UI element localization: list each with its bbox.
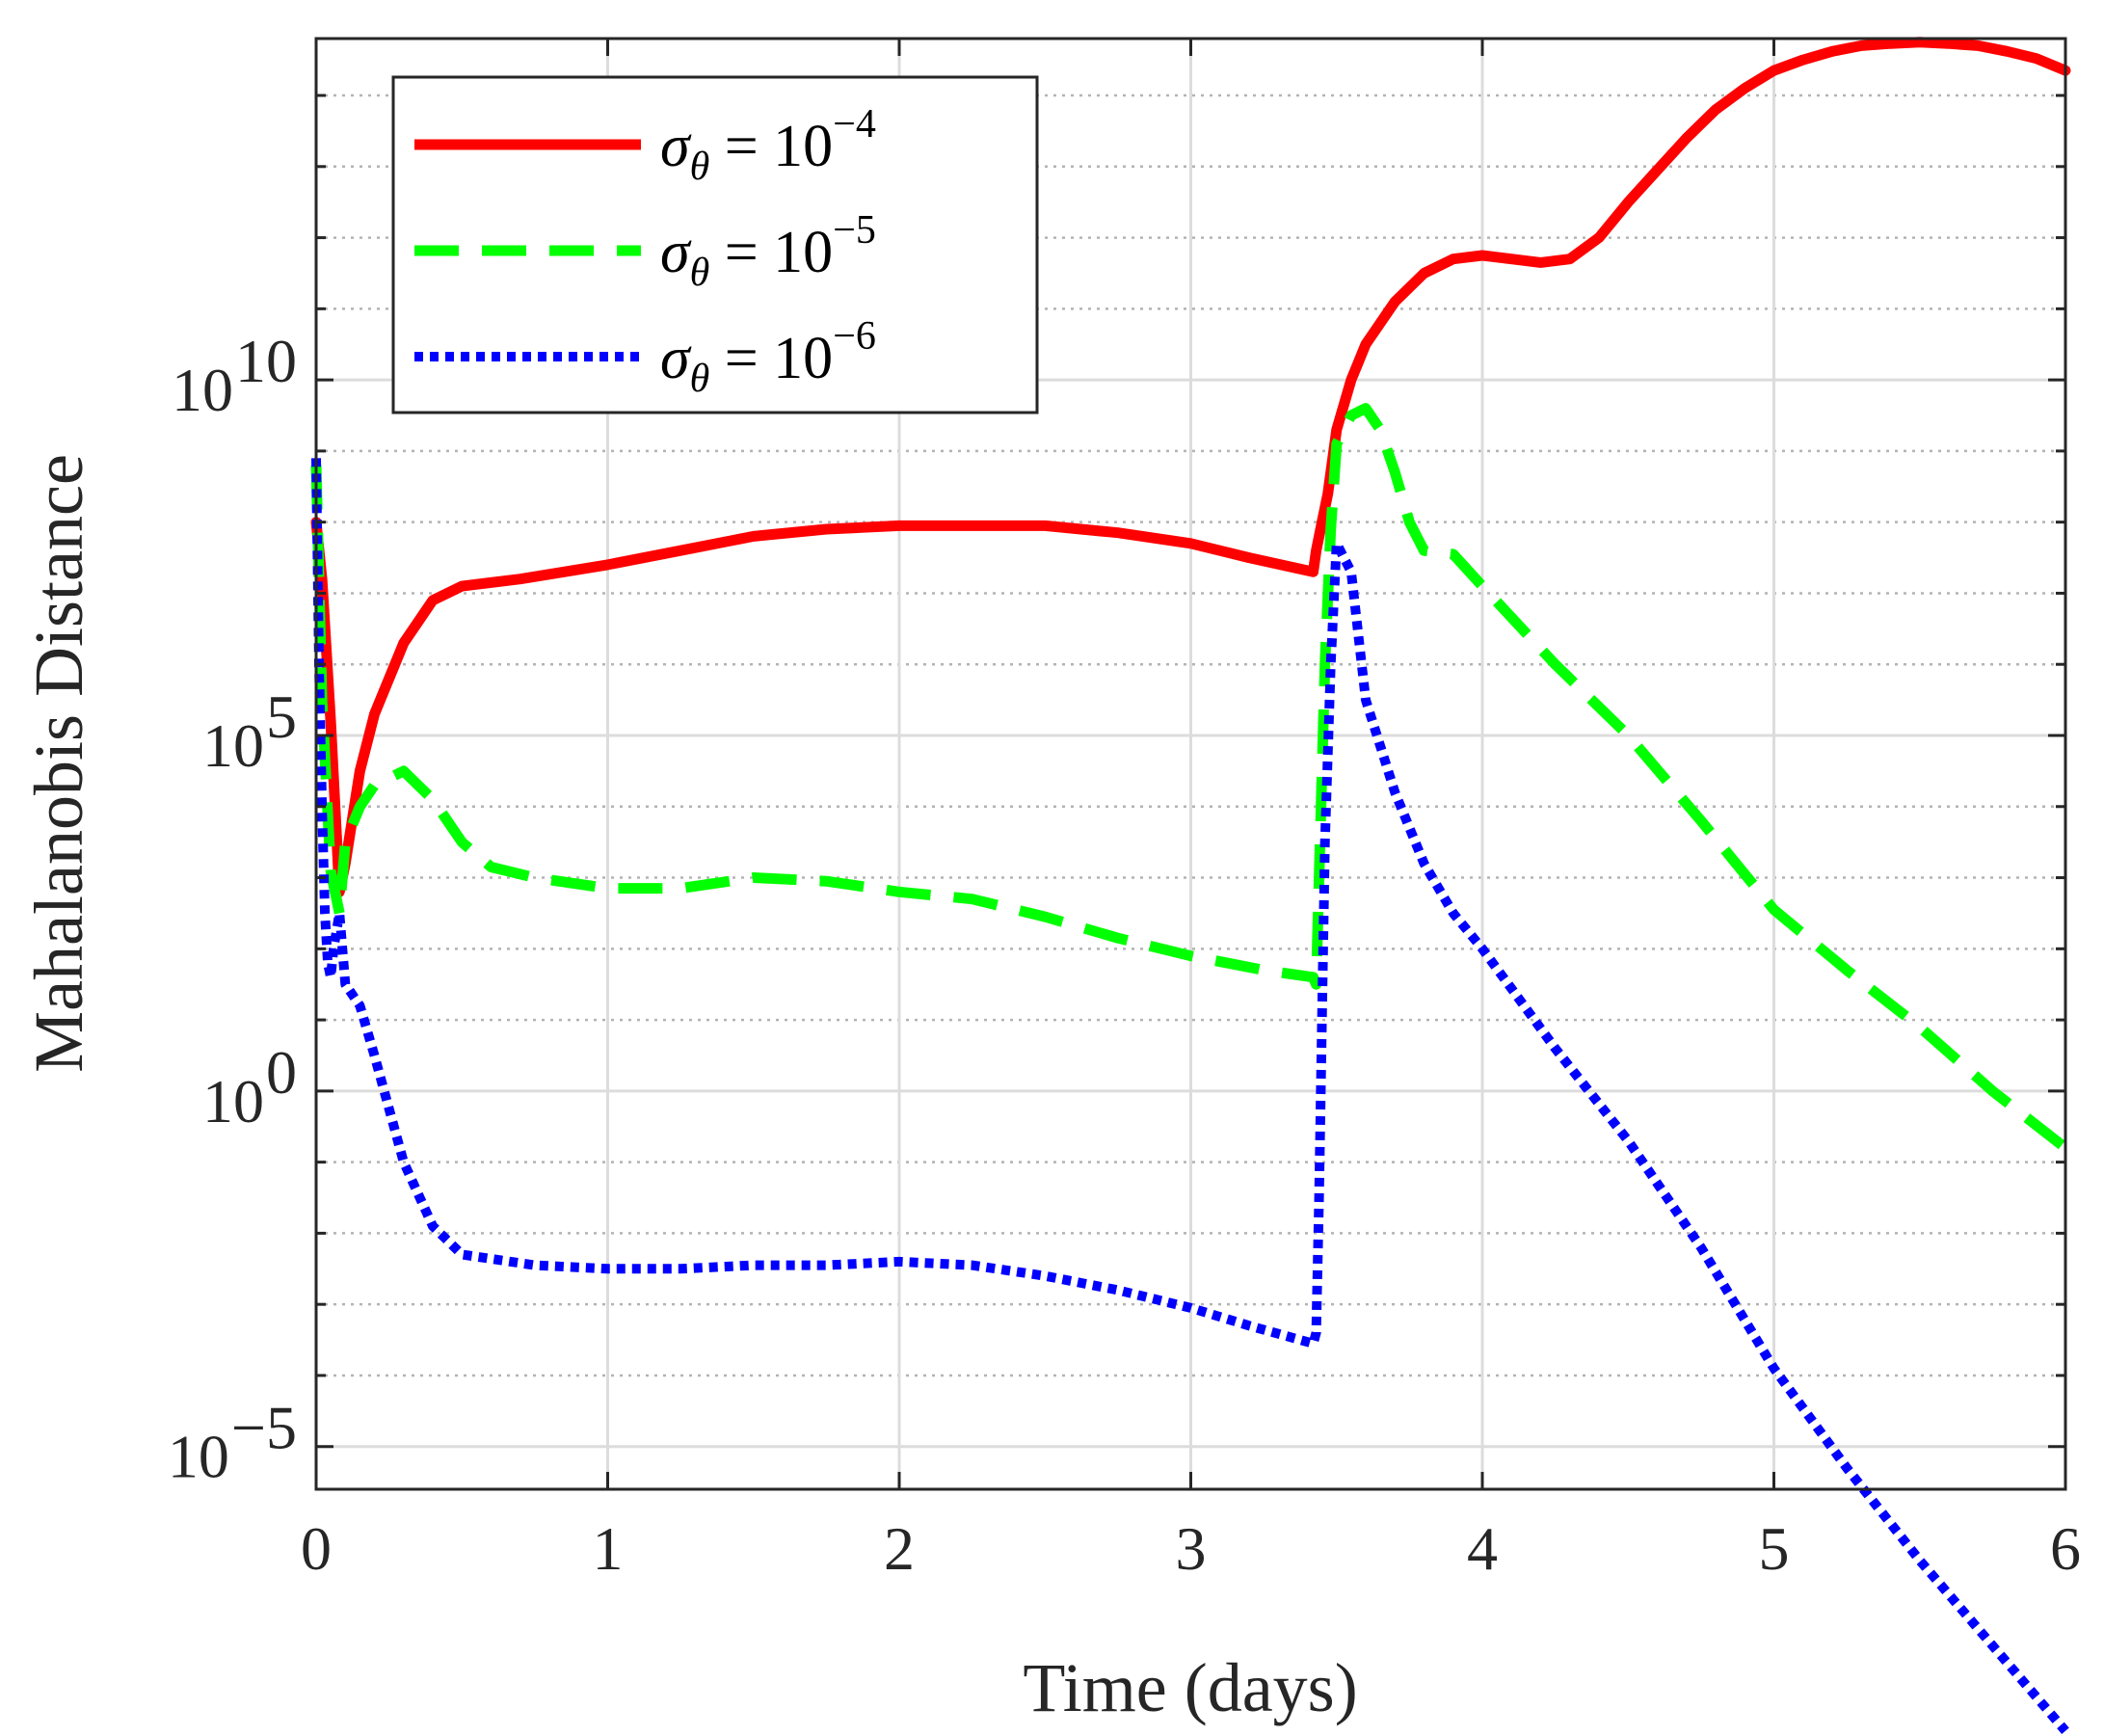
x-tick-label: 3	[1176, 1514, 1207, 1583]
y-tick-label: −510	[168, 1394, 297, 1491]
series-line-1	[310, 37, 2071, 897]
x-axis-title: Time (days)	[1023, 1649, 1357, 1726]
data-layer	[310, 37, 2071, 1735]
y-tick-label: 510	[202, 682, 297, 780]
x-tick-label: 2	[884, 1514, 915, 1583]
y-tick-base: 10	[202, 1067, 264, 1135]
x-tick-label: 6	[2050, 1514, 2081, 1583]
y-tick-base: 10	[202, 711, 264, 780]
legend-label-3: σθ = 10−6	[660, 314, 876, 401]
y-tick-label: 010	[202, 1038, 297, 1135]
y-tick-exponent: 5	[266, 682, 297, 751]
y-tick-exponent: 10	[235, 327, 297, 395]
y-tick-base: 10	[172, 356, 233, 424]
y-axis-title: Mahalanobis Distance	[20, 454, 97, 1073]
x-tick-label: 4	[1467, 1514, 1498, 1583]
x-tick-label: 5	[1759, 1514, 1790, 1583]
x-tick-label: 0	[301, 1514, 332, 1583]
y-tick-exponent: 0	[266, 1038, 297, 1107]
legend-box	[391, 75, 1039, 414]
legend-label-1: σθ = 10−4	[660, 102, 876, 189]
legend: σθ = 10−4 σθ = 10−5 σθ = 10−6	[391, 75, 1039, 414]
x-tick-label: 1	[593, 1514, 624, 1583]
y-tick-base: 10	[168, 1423, 229, 1491]
legend-label-2: σθ = 10−5	[660, 208, 876, 295]
series-line-2	[310, 403, 2069, 1153]
series-line-3	[311, 458, 2069, 1735]
y-tick-exponent: −5	[231, 1394, 297, 1462]
